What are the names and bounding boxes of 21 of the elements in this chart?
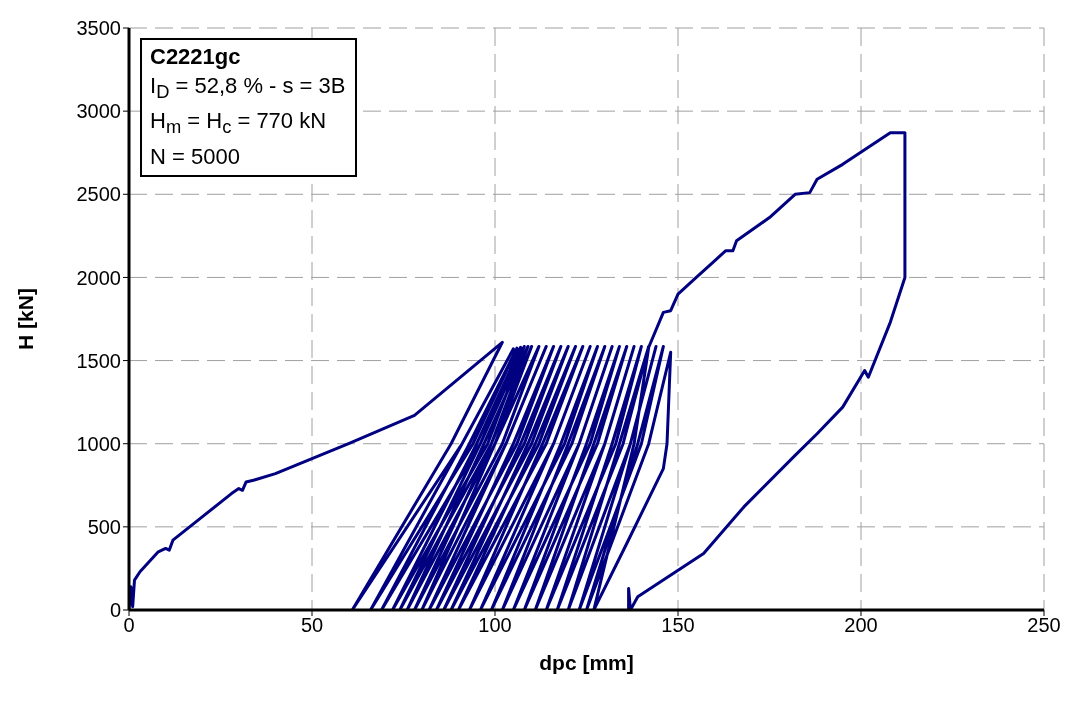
y-tick-label: 2000	[76, 266, 121, 289]
y-tick-label: 500	[87, 515, 121, 538]
y-tick-label: 2500	[76, 183, 121, 206]
annotation: H$_{m}$ = H$_{c}$ = 770 kN	[150, 107, 328, 140]
y-tick-label: 0	[109, 599, 121, 622]
x-tick-label: 200	[844, 614, 878, 637]
y-tick-label: 3000	[76, 100, 121, 123]
annotation: N = 5000	[150, 142, 241, 171]
y-tick-label: 3500	[76, 17, 121, 40]
line-series	[129, 131, 907, 610]
y-tick-label: 1500	[76, 349, 121, 372]
x-tick-label: 150	[661, 614, 695, 637]
y-tick-label: 1000	[76, 432, 121, 455]
annotation: I$_{D}$ = 52,8 % - s = 3B	[150, 72, 346, 105]
y-axis-title: H [kN]	[14, 288, 38, 350]
x-tick-label: 50	[300, 614, 324, 637]
x-tick-label: 0	[123, 614, 135, 637]
x-tick-label: 100	[478, 614, 512, 637]
x-axis-title: dpc [mm]	[539, 651, 634, 674]
x-tick-label: 250	[1027, 614, 1061, 637]
annotation: C2221gc	[150, 43, 242, 71]
